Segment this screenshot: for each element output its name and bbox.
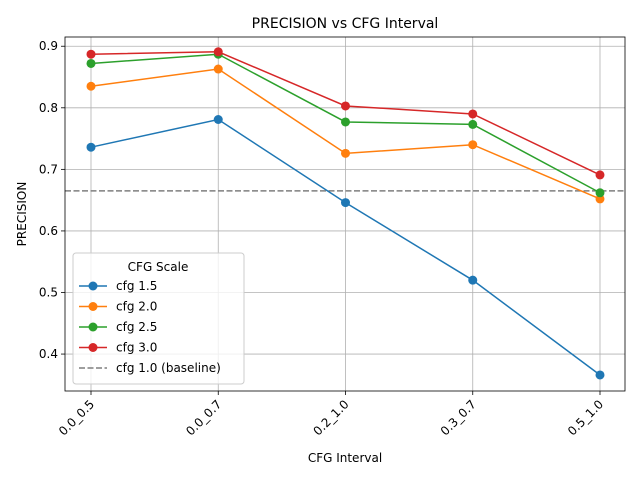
data-point: [86, 58, 96, 68]
legend-label: cfg 3.0: [116, 341, 157, 355]
data-point: [213, 64, 223, 74]
data-point: [468, 109, 478, 119]
legend-marker: [88, 322, 98, 332]
y-tick-label: 0.5: [39, 285, 58, 299]
plot-frame: [64, 36, 626, 392]
legend-marker: [88, 343, 98, 352]
legend-label: cfg 2.0: [116, 300, 157, 314]
legend-marker: [88, 281, 98, 291]
data-point: [595, 170, 605, 180]
data-point: [595, 188, 605, 198]
y-tick-label: 0.9: [39, 39, 58, 53]
legend-marker: [88, 302, 98, 311]
x-tick-label: 0.2_1.0: [310, 397, 351, 438]
legend-label: cfg 2.5: [116, 320, 157, 334]
y-tick-label: 0.4: [39, 347, 58, 361]
legend-label: cfg 1.5: [116, 279, 157, 293]
series-1: [86, 114, 605, 380]
data-point: [86, 81, 96, 91]
legend-box: [72, 252, 245, 385]
x-tick-label: 0.3_0.7: [438, 397, 479, 438]
y-axis-title: PRECISION: [15, 182, 29, 247]
y-axis: 0.4 0.5 0.6 0.7 0.8 0.9: [39, 39, 65, 361]
legend: CFG Scale cfg 1.5 cfg 2.0 cfg 2.5 cfg 3.0 cf…: [72, 252, 245, 385]
x-tick-label: 0.0_0.5: [56, 397, 97, 438]
data-point: [341, 198, 350, 208]
data-point: [595, 370, 605, 380]
y-tick-label: 0.6: [39, 224, 58, 238]
series-layer: [86, 47, 605, 380]
data-point: [468, 140, 478, 150]
data-point: [341, 148, 350, 158]
series-4: [86, 47, 605, 180]
data-point: [595, 194, 605, 204]
x-tick-label: 0.5_1.0: [565, 397, 606, 438]
y-tick-label: 0.7: [39, 162, 58, 176]
data-point: [468, 119, 478, 129]
data-point: [341, 101, 350, 111]
x-axis: 0.0_0.5 0.0_0.7 0.2_1.0 0.3_0.7 0.5_1.0: [56, 391, 606, 438]
chart-title: PRECISION vs CFG Interval: [252, 16, 439, 32]
x-tick-label: 0.0_0.7: [183, 397, 224, 438]
legend-title: CFG Scale: [128, 260, 189, 274]
x-axis-title: CFG Interval: [308, 451, 382, 465]
data-point: [213, 47, 223, 57]
data-point: [341, 117, 350, 127]
legend-label: cfg 1.0 (baseline): [116, 361, 221, 375]
data-point: [86, 49, 96, 59]
data-point: [213, 114, 223, 124]
data-point: [468, 275, 478, 285]
data-point: [86, 142, 96, 152]
series-2: [86, 64, 605, 204]
y-tick-label: 0.8: [39, 101, 58, 115]
